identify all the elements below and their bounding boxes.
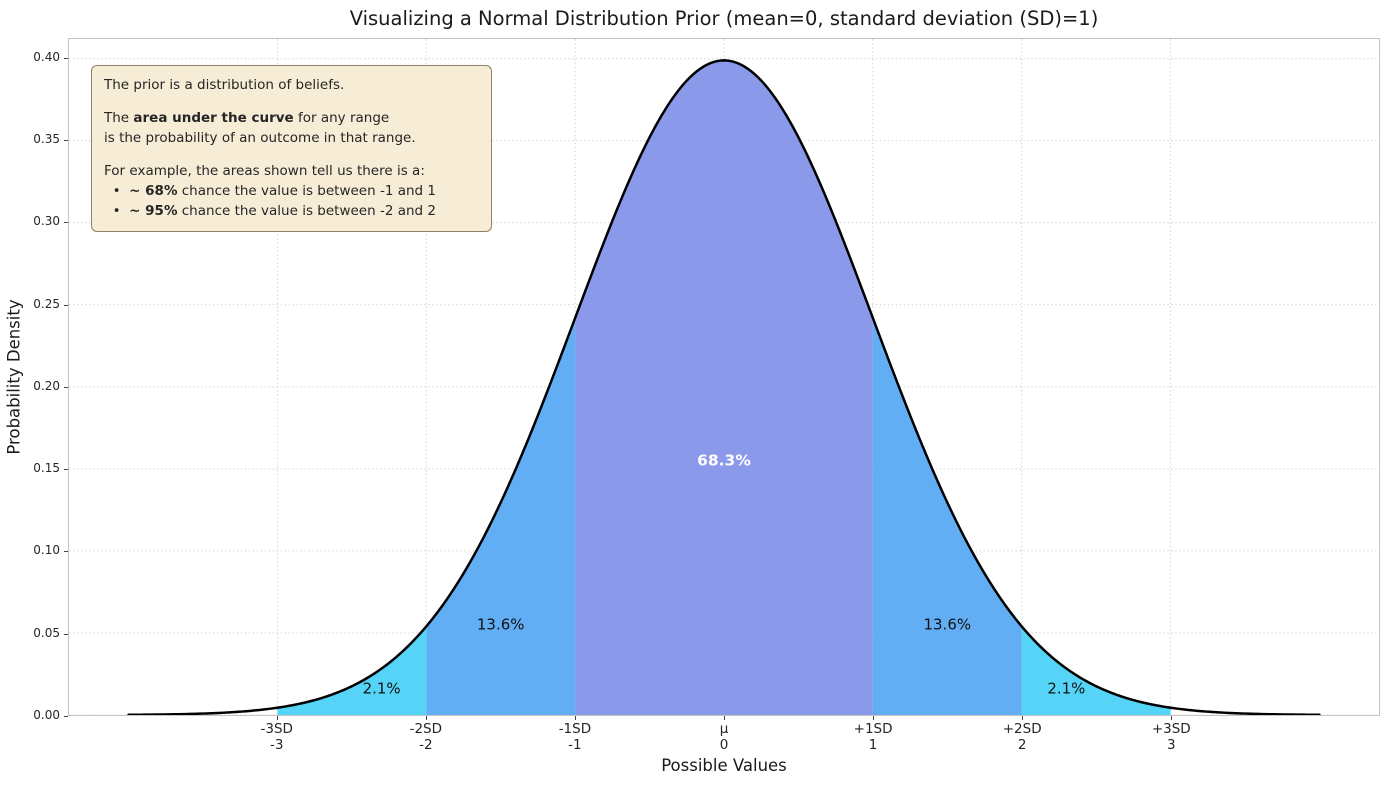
y-tick-mark — [64, 386, 68, 388]
annotation-box: The prior is a distribution of beliefs. … — [91, 65, 492, 232]
y-tick-mark — [64, 222, 68, 224]
x-tick-sd-label: +1SD — [853, 721, 893, 737]
x-tick-sd-label: -2SD — [409, 721, 443, 737]
y-tick-label: 0.40 — [33, 49, 60, 64]
y-tick-label: 0.10 — [33, 543, 60, 558]
x-tick-label: -1SD -1 — [559, 721, 591, 753]
x-tick-value-label: 3 — [1166, 737, 1176, 753]
chart-title: Visualizing a Normal Distribution Prior … — [349, 7, 1099, 30]
x-tick-label: +2SD 2 — [1003, 721, 1042, 753]
annotation-line: The prior is a distribution of beliefs. — [104, 77, 345, 93]
y-tick-mark — [64, 304, 68, 306]
density-curve — [127, 59, 1321, 715]
y-tick-label: 0.05 — [33, 625, 60, 640]
shaded-region-2.1% — [1021, 626, 1171, 715]
x-tick-label: -3SD -3 — [261, 721, 293, 753]
y-tick-label: 0.00 — [33, 708, 60, 722]
normal-distribution-chart: 2.1% 13.6% 68.3% 13.6% 2.1% — [69, 39, 1379, 715]
region-label-13.6%: 13.6% — [477, 616, 525, 634]
x-tick-value-label: -1 — [568, 737, 582, 753]
x-tick-value-label: 2 — [1017, 737, 1027, 753]
y-tick-mark — [64, 551, 68, 553]
x-tick-sd-label: +2SD — [1002, 721, 1042, 737]
x-tick-mark — [574, 716, 576, 720]
x-tick-value-label: -3 — [269, 737, 284, 753]
y-tick-mark — [64, 469, 68, 471]
x-tick-sd-label: -1SD — [558, 721, 592, 737]
x-tick-sd-label: +3SD — [1151, 721, 1191, 737]
x-tick-mark — [425, 716, 427, 720]
x-tick-label: +3SD 3 — [1152, 721, 1191, 753]
x-tick-value-label: 1 — [868, 737, 878, 753]
annotation-line: For example, the areas shown tell us the… — [104, 163, 425, 179]
x-tick-value-label: 0 — [719, 737, 729, 753]
plot-area: 2.1% 13.6% 68.3% 13.6% 2.1% The prior is a d… — [68, 38, 1380, 716]
x-tick-sd-label: -3SD — [260, 721, 293, 737]
x-tick-value-label: -2 — [419, 737, 433, 753]
x-axis-label: Possible Values — [661, 756, 787, 775]
y-tick-mark — [64, 140, 68, 142]
region-label-68.3%: 68.3% — [697, 452, 751, 470]
region-label-2.1%: 2.1% — [363, 680, 401, 698]
annotation-line: The area under the curve for any range — [104, 110, 390, 126]
y-tick-label: 0.15 — [33, 461, 60, 476]
annotation-line: is the probability of an outcome in that… — [104, 130, 416, 146]
y-tick-label: 0.20 — [33, 378, 60, 393]
annotation-line — [104, 148, 479, 161]
y-tick-label: 0.35 — [33, 132, 60, 147]
x-tick-label: -2SD -2 — [410, 721, 442, 753]
x-tick-sd-label: μ — [719, 721, 729, 737]
annotation-line — [104, 95, 479, 108]
shaded-region-2.1% — [277, 626, 427, 715]
x-tick-mark — [1171, 716, 1173, 720]
y-tick-mark — [64, 57, 68, 59]
x-tick-mark — [276, 716, 278, 720]
region-label-2.1%: 2.1% — [1047, 680, 1085, 698]
x-tick-mark — [724, 716, 725, 720]
y-tick-mark — [64, 716, 68, 717]
annotation-line: • ~ 95% chance the value is between -2 a… — [104, 203, 436, 219]
y-tick-label: 0.30 — [33, 214, 60, 229]
y-tick-label: 0.25 — [33, 296, 60, 311]
shaded-region-68.3% — [575, 60, 873, 715]
x-tick-mark — [873, 716, 875, 720]
region-label-13.6%: 13.6% — [924, 616, 972, 634]
annotation-line: • ~ 68% chance the value is between -1 a… — [104, 183, 436, 199]
x-tick-mark — [1022, 716, 1024, 720]
y-tick-mark — [64, 633, 68, 635]
y-axis-label: Probability Density — [4, 299, 24, 455]
x-tick-label: +1SD 1 — [854, 721, 893, 753]
